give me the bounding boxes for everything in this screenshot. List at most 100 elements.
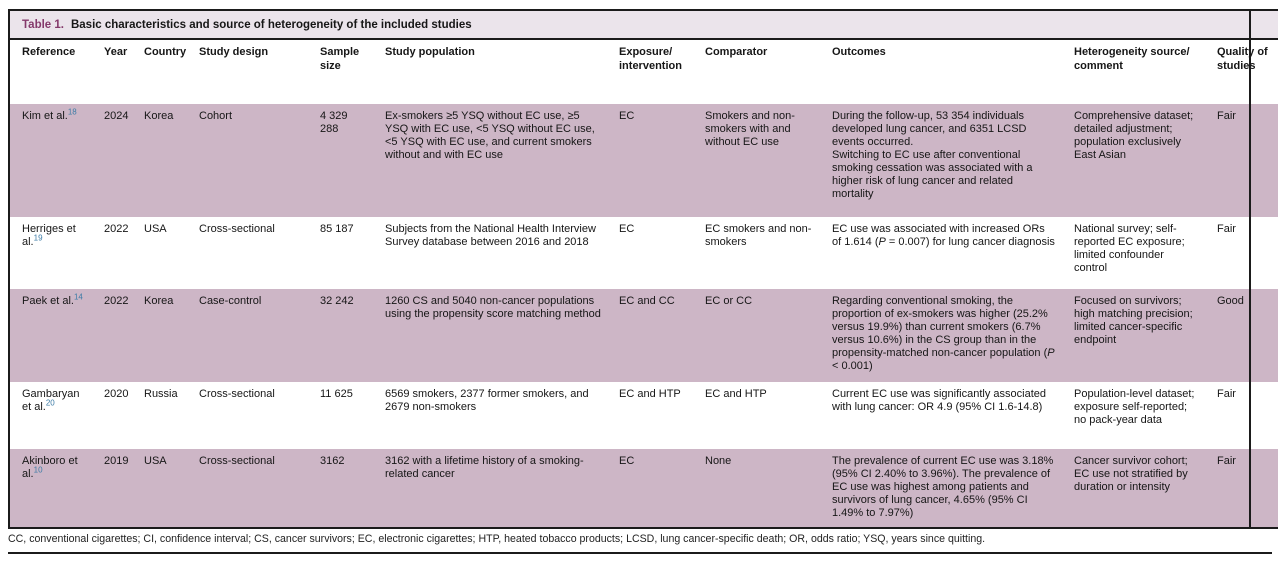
cell-country: Korea bbox=[144, 295, 174, 307]
cell-outcomes: EC use was associated with increased ORs… bbox=[824, 217, 1066, 289]
cell-reference: Gambaryan et al.20 bbox=[10, 382, 96, 449]
citation-link[interactable]: 18 bbox=[67, 107, 77, 117]
cell-quality: Fair bbox=[1217, 223, 1236, 235]
outcome-text: Current EC use was significantly associa… bbox=[832, 388, 1046, 413]
cell-exposure: EC bbox=[619, 110, 635, 122]
outcome-text: During the follow-up, 53 354 individuals… bbox=[832, 110, 1033, 200]
cell-exposure: EC bbox=[619, 223, 635, 235]
outcome-text: The prevalence of current EC use was 3.1… bbox=[832, 455, 1054, 519]
citation-link[interactable]: 20 bbox=[45, 398, 55, 408]
cell-year: 2019 bbox=[104, 455, 129, 467]
cell-study-design: Case-control bbox=[199, 295, 262, 307]
col-header-heterogeneity: Heterogeneity source/ comment bbox=[1074, 46, 1190, 72]
cell-heterogeneity: National survey; self-reported EC exposu… bbox=[1074, 223, 1185, 274]
col-header-quality: Quality of studies bbox=[1217, 46, 1268, 72]
col-header-sample_size: Sample size bbox=[320, 46, 360, 72]
cell-quality: Good bbox=[1217, 295, 1244, 307]
cell-heterogeneity: Population-level dataset; exposure self-… bbox=[1074, 388, 1195, 426]
cell-quality: Fair bbox=[1217, 110, 1236, 122]
reference-text: Paek et al. bbox=[22, 295, 74, 307]
cell-year: 2022 bbox=[104, 295, 129, 307]
reference-text: Herriges et al. bbox=[22, 223, 76, 248]
cell-heterogeneity: Focused on survivors; high matching prec… bbox=[1074, 295, 1193, 346]
col-header-exposure: Exposure/ intervention bbox=[619, 46, 682, 72]
reference-text: Akinboro et al. bbox=[22, 455, 78, 480]
cell-study-design: Cross-sectional bbox=[199, 388, 275, 400]
cell-comparator: EC or CC bbox=[705, 295, 753, 307]
col-header-country: Country bbox=[144, 46, 187, 58]
p-value-symbol: P bbox=[878, 236, 886, 248]
table-footnote: CC, conventional cigarettes; CI, confide… bbox=[8, 533, 986, 545]
col-header-design: Study design bbox=[199, 46, 269, 58]
table1-container: Table 1. Basic characteristics and source… bbox=[8, 9, 1278, 529]
cell-comparator: Smokers and non-smokers with and without… bbox=[705, 110, 795, 148]
cell-reference: Paek et al.14 bbox=[10, 289, 96, 382]
cell-sample-size: 11 625 bbox=[320, 388, 353, 400]
p-value-symbol: P bbox=[1047, 347, 1055, 359]
table-row: Akinboro et al.10 2019 USA Cross-sectional 3… bbox=[10, 449, 1278, 527]
table-row: Paek et al.14 2022 Korea Case-control 32 242… bbox=[10, 289, 1278, 382]
table-right-border bbox=[1249, 11, 1251, 527]
cell-reference: Akinboro et al.10 bbox=[10, 449, 96, 527]
table-row: Kim et al.18 2024 Korea Cohort 4 329 288 Ex-s… bbox=[10, 104, 1278, 217]
cell-comparator: None bbox=[705, 455, 732, 467]
header-row: Reference Year Country Study design Sample s… bbox=[10, 40, 1278, 104]
table-body: Kim et al.18 2024 Korea Cohort 4 329 288 Ex-s… bbox=[10, 104, 1278, 527]
cell-study-design: Cross-sectional bbox=[199, 455, 275, 467]
cell-year: 2024 bbox=[104, 110, 129, 122]
cell-sample-size: 3162 bbox=[320, 455, 345, 467]
bottom-rule bbox=[8, 552, 1272, 554]
table-row: Gambaryan et al.20 2020 Russia Cross-sectio… bbox=[10, 382, 1278, 449]
cell-quality: Fair bbox=[1217, 388, 1236, 400]
cell-comparator: EC and HTP bbox=[705, 388, 767, 400]
table-row: Herriges et al.19 2022 USA Cross-sectional 8… bbox=[10, 217, 1278, 289]
cell-reference: Herriges et al.19 bbox=[10, 217, 96, 289]
citation-link[interactable]: 14 bbox=[73, 292, 83, 302]
outcome-text: < 0.001) bbox=[832, 360, 873, 372]
table-title: Table 1. Basic characteristics and source… bbox=[10, 11, 1278, 40]
outcome-text: EC use was associated with increased ORs… bbox=[832, 223, 1045, 248]
cell-study-population: Subjects from the National Health Interv… bbox=[385, 223, 596, 248]
cell-sample-size: 32 242 bbox=[320, 295, 354, 307]
cell-quality: Fair bbox=[1217, 455, 1236, 467]
cell-sample-size: 4 329 288 bbox=[320, 110, 348, 135]
reference-text: Gambaryan et al. bbox=[22, 388, 80, 413]
col-header-population: Study population bbox=[385, 46, 475, 58]
cell-study-design: Cohort bbox=[199, 110, 233, 122]
cell-heterogeneity: Comprehensive dataset; detailed adjustme… bbox=[1074, 110, 1194, 161]
cell-year: 2022 bbox=[104, 223, 129, 235]
cell-exposure: EC and HTP bbox=[619, 388, 681, 400]
table-header: Reference Year Country Study design Sample s… bbox=[10, 40, 1278, 104]
cell-outcomes: The prevalence of current EC use was 3.1… bbox=[824, 449, 1066, 527]
col-header-outcomes: Outcomes bbox=[832, 46, 886, 58]
cell-reference: Kim et al.18 bbox=[10, 104, 96, 217]
col-header-year: Year bbox=[104, 46, 128, 58]
cell-comparator: EC smokers and non-smokers bbox=[705, 223, 812, 248]
table-title-text: Basic characteristics and source of hete… bbox=[70, 19, 472, 31]
citation-link[interactable]: 19 bbox=[33, 233, 43, 243]
cell-study-population: Ex-smokers ≥5 YSQ without EC use, ≥5 YSQ… bbox=[385, 110, 595, 161]
col-header-comparator: Comparator bbox=[705, 46, 768, 58]
outcome-text: Regarding conventional smoking, the prop… bbox=[832, 295, 1048, 359]
outcome-text: = 0.007) for lung cancer diagnosis bbox=[885, 236, 1055, 248]
col-header-reference: Reference bbox=[22, 46, 76, 58]
cell-exposure: EC bbox=[619, 455, 635, 467]
cell-country: Russia bbox=[144, 388, 178, 400]
cell-outcomes: During the follow-up, 53 354 individuals… bbox=[824, 104, 1066, 217]
cell-outcomes: Regarding conventional smoking, the prop… bbox=[824, 289, 1066, 382]
studies-table: Reference Year Country Study design Sample s… bbox=[10, 40, 1278, 527]
cell-country: USA bbox=[144, 455, 167, 467]
cell-study-design: Cross-sectional bbox=[199, 223, 275, 235]
cell-study-population: 3162 with a lifetime history of a smokin… bbox=[385, 455, 584, 480]
cell-country: USA bbox=[144, 223, 167, 235]
reference-text: Kim et al. bbox=[22, 110, 68, 122]
cell-sample-size: 85 187 bbox=[320, 223, 354, 235]
cell-country: Korea bbox=[144, 110, 174, 122]
cell-study-population: 1260 CS and 5040 non-cancer populations … bbox=[385, 295, 601, 320]
table-title-label: Table 1. bbox=[22, 19, 64, 31]
citation-link[interactable]: 10 bbox=[33, 465, 43, 475]
cell-heterogeneity: Cancer survivor cohort; EC use not strat… bbox=[1074, 455, 1188, 493]
cell-study-population: 6569 smokers, 2377 former smokers, and 2… bbox=[385, 388, 589, 413]
cell-year: 2020 bbox=[104, 388, 129, 400]
